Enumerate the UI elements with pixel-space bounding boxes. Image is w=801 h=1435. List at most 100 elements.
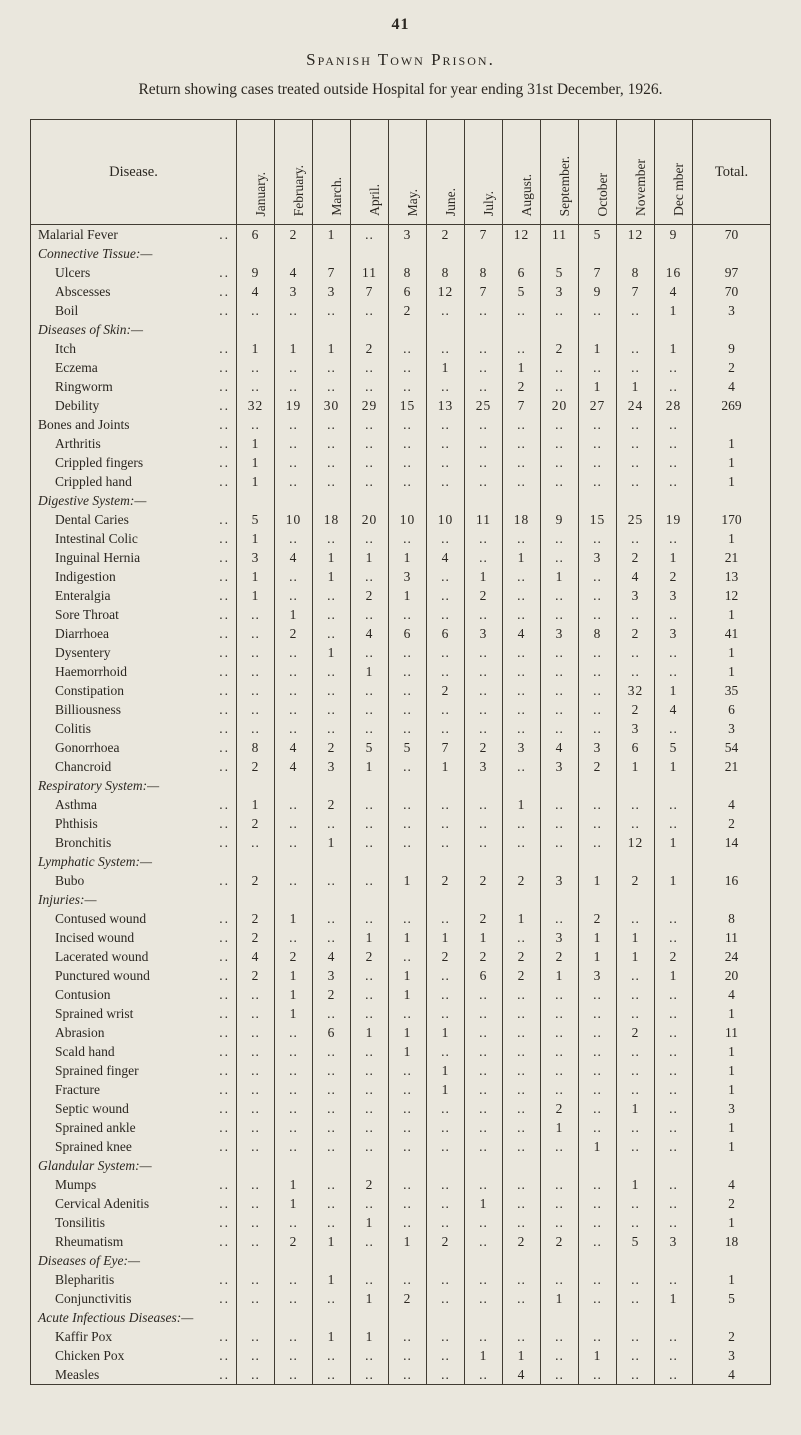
month-value-cell: 1 [236, 339, 275, 358]
month-value-cell: .. [540, 833, 579, 852]
disease-label-cell: .. Sprained finger [30, 1061, 237, 1080]
month-value-cell: 4 [312, 947, 351, 966]
month-value-cell [502, 890, 541, 909]
month-value-cell: .. [274, 1346, 313, 1365]
month-value-cell: .. [616, 358, 655, 377]
disease-label-cell: .. Scald hand [30, 1042, 237, 1061]
page-number: 41 [391, 16, 410, 33]
month-value-cell [388, 776, 427, 795]
month-value-cell [464, 1308, 503, 1327]
month-value-cell [464, 491, 503, 510]
month-value-cell: 5 [350, 738, 389, 757]
month-value-cell: 1 [236, 567, 275, 586]
month-value-cell: 4 [502, 1365, 541, 1385]
month-value-cell: .. [274, 453, 313, 472]
month-value-cell: .. [388, 377, 427, 396]
disease-label: Incised wound [55, 930, 135, 945]
month-value-cell [578, 852, 617, 871]
month-value-cell: .. [426, 529, 465, 548]
month-value-cell: .. [654, 1346, 693, 1365]
month-value-cell: .. [654, 434, 693, 453]
disease-label-cell: .. Ringworm [30, 377, 237, 396]
month-value-cell: .. [502, 681, 541, 700]
month-value-cell: .. [274, 871, 313, 890]
month-value-cell: .. [578, 662, 617, 681]
month-value-cell: .. [578, 1023, 617, 1042]
month-value-cell: .. [616, 966, 655, 985]
table-body: .. Malarial Fever 6 2 1.. 3 2 7 12 11 5 12 9 70 Connec… [30, 224, 771, 1385]
month-value-cell: .. [464, 719, 503, 738]
month-value-cell [274, 320, 313, 339]
disease-label-cell: .. Measles [30, 1365, 237, 1385]
total-value-cell: 54 [692, 738, 771, 757]
disease-label: Measles [55, 1367, 100, 1382]
month-value-cell: .. [502, 1042, 541, 1061]
month-value-cell: 1 [616, 377, 655, 396]
month-value-cell [312, 890, 351, 909]
month-value-cell: .. [350, 301, 389, 320]
disease-label: Ulcers [55, 265, 91, 280]
month-value-cell: .. [350, 1004, 389, 1023]
month-value-cell [312, 1251, 351, 1270]
month-value-cell: .. [578, 1327, 617, 1346]
month-value-cell [350, 1251, 389, 1270]
month-value-cell [236, 1251, 275, 1270]
month-value-cell: .. [350, 415, 389, 434]
month-value-cell: 3 [654, 1232, 693, 1251]
disease-row: .. Abrasion.... 6 1 1 1........ 2.. 11 [30, 1023, 771, 1042]
total-value-cell: 20 [692, 966, 771, 985]
month-value-cell: .. [654, 928, 693, 947]
month-label: September. [557, 155, 573, 216]
month-value-cell: 3 [578, 738, 617, 757]
month-value-cell: .. [236, 1232, 275, 1251]
leader-dots: .. [219, 569, 230, 584]
month-value-cell: 1 [236, 434, 275, 453]
month-value-cell: .. [274, 567, 313, 586]
month-value-cell: 2 [312, 795, 351, 814]
month-value-cell: 2 [502, 966, 541, 985]
month-value-cell: 5 [578, 224, 617, 244]
month-value-cell: 12 [616, 224, 655, 244]
disease-row: .. Rheumatism.. 2 1.. 1 2.. 2 2.. 5 3 18 [30, 1232, 771, 1251]
month-value-cell: .. [540, 1137, 579, 1156]
disease-label-cell: .. Haemorrhoid [30, 662, 237, 681]
month-value-cell: 2 [312, 985, 351, 1004]
month-value-cell [502, 1308, 541, 1327]
month-value-cell: .. [616, 339, 655, 358]
month-value-cell: .. [388, 1346, 427, 1365]
month-value-cell: .. [388, 1365, 427, 1385]
month-value-cell [388, 244, 427, 263]
month-value-cell: .. [502, 1137, 541, 1156]
disease-row: .. Sprained knee.................. 1.... 1 [30, 1137, 771, 1156]
month-value-cell: .. [388, 643, 427, 662]
month-value-cell: .. [388, 1327, 427, 1346]
total-value-cell [692, 1156, 771, 1175]
month-value-cell: 9 [578, 282, 617, 301]
month-label: May. [405, 188, 421, 216]
month-value-cell: .. [654, 453, 693, 472]
month-value-cell: .. [274, 928, 313, 947]
month-value-cell: 8 [236, 738, 275, 757]
month-value-cell: .. [578, 1061, 617, 1080]
month-value-cell: 4 [654, 282, 693, 301]
disease-row: .. Chicken Pox............ 1 1.. 1.... 3 [30, 1346, 771, 1365]
disease-label-cell: .. Bones and Joints [30, 415, 237, 434]
month-value-cell: .. [350, 1346, 389, 1365]
disease-label: Gonorrhoea [55, 740, 120, 755]
month-value-cell: 1 [312, 339, 351, 358]
month-value-cell: 2 [616, 1023, 655, 1042]
month-value-cell: .. [464, 833, 503, 852]
month-value-cell: .. [236, 700, 275, 719]
month-value-cell: 7 [578, 263, 617, 282]
month-value-cell: 1 [350, 1327, 389, 1346]
month-value-cell: .. [578, 719, 617, 738]
month-value-cell: .. [578, 529, 617, 548]
month-value-cell: .. [312, 415, 351, 434]
total-value-cell: 6 [692, 700, 771, 719]
month-value-cell: .. [388, 909, 427, 928]
month-value-cell: 16 [654, 263, 693, 282]
month-value-cell: .. [464, 700, 503, 719]
disease-row: .. Septic wound................ 2.. 1.. 3 [30, 1099, 771, 1118]
month-value-cell: .. [540, 301, 579, 320]
month-value-cell: .. [236, 415, 275, 434]
